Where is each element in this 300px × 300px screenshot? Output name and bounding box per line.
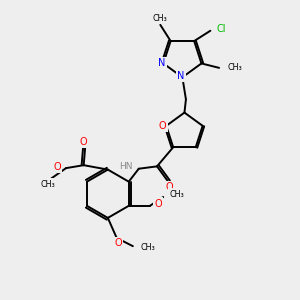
Text: O: O [159,121,166,131]
Text: CH₃: CH₃ [153,14,168,23]
Text: CH₃: CH₃ [170,190,184,199]
Text: HN: HN [119,163,132,172]
Text: O: O [114,238,122,248]
Text: O: O [53,162,61,172]
Text: O: O [166,182,173,192]
Text: CH₃: CH₃ [227,63,242,72]
Text: CH₃: CH₃ [41,180,56,189]
Text: N: N [177,71,184,81]
Text: CH₃: CH₃ [140,243,155,252]
Text: N: N [158,58,166,68]
Text: Cl: Cl [217,24,226,34]
Text: O: O [154,199,162,209]
Text: O: O [80,136,88,147]
